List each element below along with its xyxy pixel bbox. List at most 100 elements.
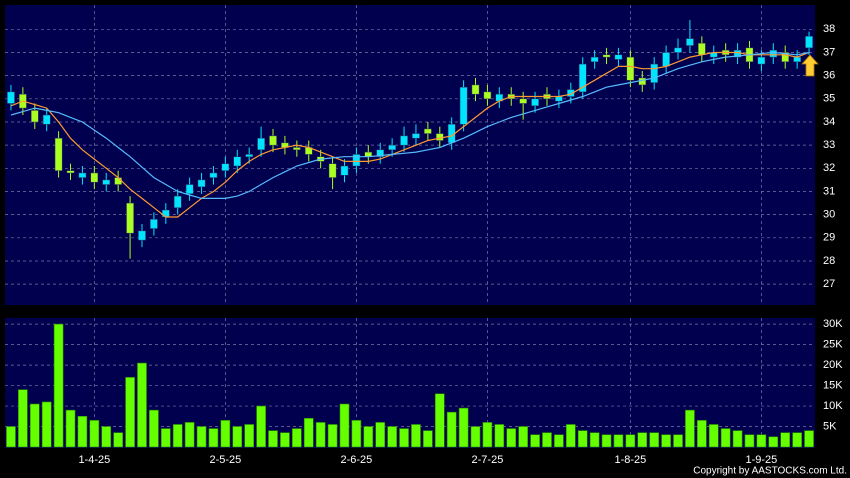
volume-bar [256,405,266,448]
candle-body [30,110,39,123]
candle-body [566,89,575,97]
candle-body [555,96,563,102]
volume-bar [411,424,421,448]
moving-average [10,51,810,218]
moving-average [10,51,810,199]
x-tick-label: 1-4-25 [78,454,110,466]
candle-body [459,86,468,125]
volume-bar [792,432,802,448]
y-tick-label: 27 [823,278,835,290]
x-tick-label: 2-7-25 [472,454,504,466]
y-tick-label: 35 [823,93,835,105]
volume-bar [387,426,397,448]
candle-body [483,91,492,100]
candle-body [781,52,790,63]
candle-body [138,230,146,241]
volume-bar [339,403,350,448]
y-tick-label: 38 [823,23,835,35]
volume-bar [149,409,159,448]
candle-body [435,133,444,141]
y-tick-label: 20K [823,359,843,371]
volume-bar [244,424,255,448]
candle-body [388,144,396,151]
volume-bar [303,418,314,448]
volume-bar [530,434,540,448]
volume-bar [697,420,707,448]
y-tick-label: 32 [823,162,835,174]
volume-bar [506,428,517,448]
y-tick-label: 29 [823,232,835,244]
y-tick-label: 30K [823,318,843,330]
candle-body [328,163,337,178]
y-tick-label: 15K [823,379,843,391]
volume-bar [625,434,636,448]
candle-body [626,56,635,81]
volume-bar [649,432,660,448]
candle-body [340,165,349,176]
volume-bar [268,430,278,448]
volume-bar [184,422,195,448]
volume-bar [423,430,433,448]
volume-bar [6,426,16,448]
volume-bar [744,434,755,448]
candle-body [257,137,265,151]
candle-body [698,42,706,56]
candle-body [54,137,63,171]
price-panel [5,5,815,305]
candle-body [233,156,242,167]
volume-bar [232,426,243,448]
volume-bar [637,432,648,448]
candle-body [686,38,694,46]
volume-bar [565,424,576,448]
x-tick-label: 2-5-25 [209,454,241,466]
candle-body [150,219,158,229]
candle-body [221,163,230,171]
candle-body [578,63,587,93]
y-tick-label: 31 [823,185,835,197]
x-tick-label: 1-8-25 [614,454,646,466]
candle-body [197,179,206,188]
volume-bar [101,426,112,448]
candle-body [293,147,301,151]
candle-body [519,98,527,104]
volume-bar [41,401,52,448]
volume-bar [327,424,338,448]
volume-bar [280,432,290,448]
candle-body [412,133,420,139]
volume-bar [708,424,719,448]
candle-body [650,63,659,83]
volume-bar [160,428,171,448]
volume-bar [375,422,386,448]
y-tick-label: 30 [823,209,835,221]
volume-bar [613,434,624,448]
candle-body [531,98,539,107]
y-tick-label: 36 [823,70,835,82]
volume-bar [65,409,76,448]
volume-bar [18,389,28,448]
volume-bar [53,323,64,448]
candle-body [757,56,766,65]
volume-bar [137,362,147,448]
volume-bar [196,426,207,448]
volume-bar [720,428,731,448]
volume-bar [756,434,767,448]
volume-bar [220,420,231,448]
candle-body [7,91,15,104]
volume-bar [768,436,779,448]
candle-body [424,128,432,134]
volume-bar [554,434,564,448]
candle-body [42,114,51,125]
candle-body [114,177,122,185]
y-tick-label: 10K [823,400,843,412]
candle-body [590,56,599,63]
x-tick-label: 2-6-25 [340,454,372,466]
volume-bar [77,415,88,448]
candle-body [674,47,682,53]
candle-body [209,172,218,178]
volume-bar [208,428,219,448]
volume-bar [446,411,457,448]
candle-body [245,154,254,157]
candle-body [126,202,134,234]
volume-bar [434,393,445,448]
